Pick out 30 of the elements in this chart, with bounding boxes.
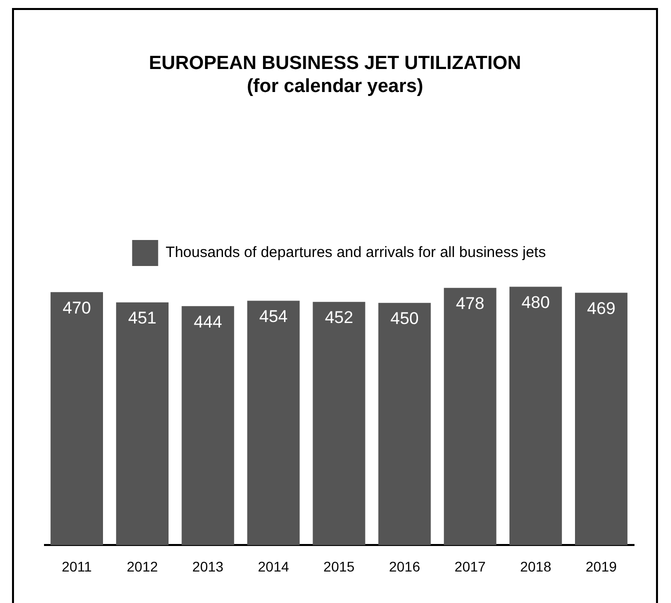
data-label: 480 (521, 292, 550, 312)
data-label: 444 (194, 312, 222, 332)
x-tick-label: 2019 (586, 558, 618, 574)
bar (182, 306, 234, 546)
x-tick-label: 2016 (388, 558, 420, 574)
data-label: 454 (259, 306, 288, 326)
bar (378, 302, 431, 546)
chart-subtitle: (for calendar years) (246, 75, 424, 98)
x-tick-label: 2011 (62, 558, 92, 574)
legend-label: Thousands of departures and arrivals for all business jets (166, 244, 546, 262)
x-tick-label: 2017 (454, 558, 486, 574)
bar (444, 288, 496, 546)
data-label: 451 (128, 308, 157, 328)
bar (50, 292, 103, 546)
data-label: 469 (587, 298, 616, 318)
data-label: 478 (456, 294, 484, 314)
x-tick-label: 2015 (323, 558, 355, 574)
bar (575, 292, 628, 546)
x-tick-label: 2018 (520, 558, 552, 574)
bar (312, 302, 366, 546)
data-label: 452 (324, 308, 354, 328)
bar (247, 300, 300, 546)
bar (116, 302, 169, 546)
chart-title: EUROPEAN BUSINESS JET UTILIZATION (148, 52, 522, 75)
bar (509, 286, 562, 546)
x-tick-label: 2012 (126, 558, 158, 574)
data-label: 450 (390, 309, 419, 328)
data-label: 470 (62, 298, 91, 318)
x-tick-label: 2013 (192, 558, 224, 574)
x-tick-label: 2014 (258, 558, 290, 574)
